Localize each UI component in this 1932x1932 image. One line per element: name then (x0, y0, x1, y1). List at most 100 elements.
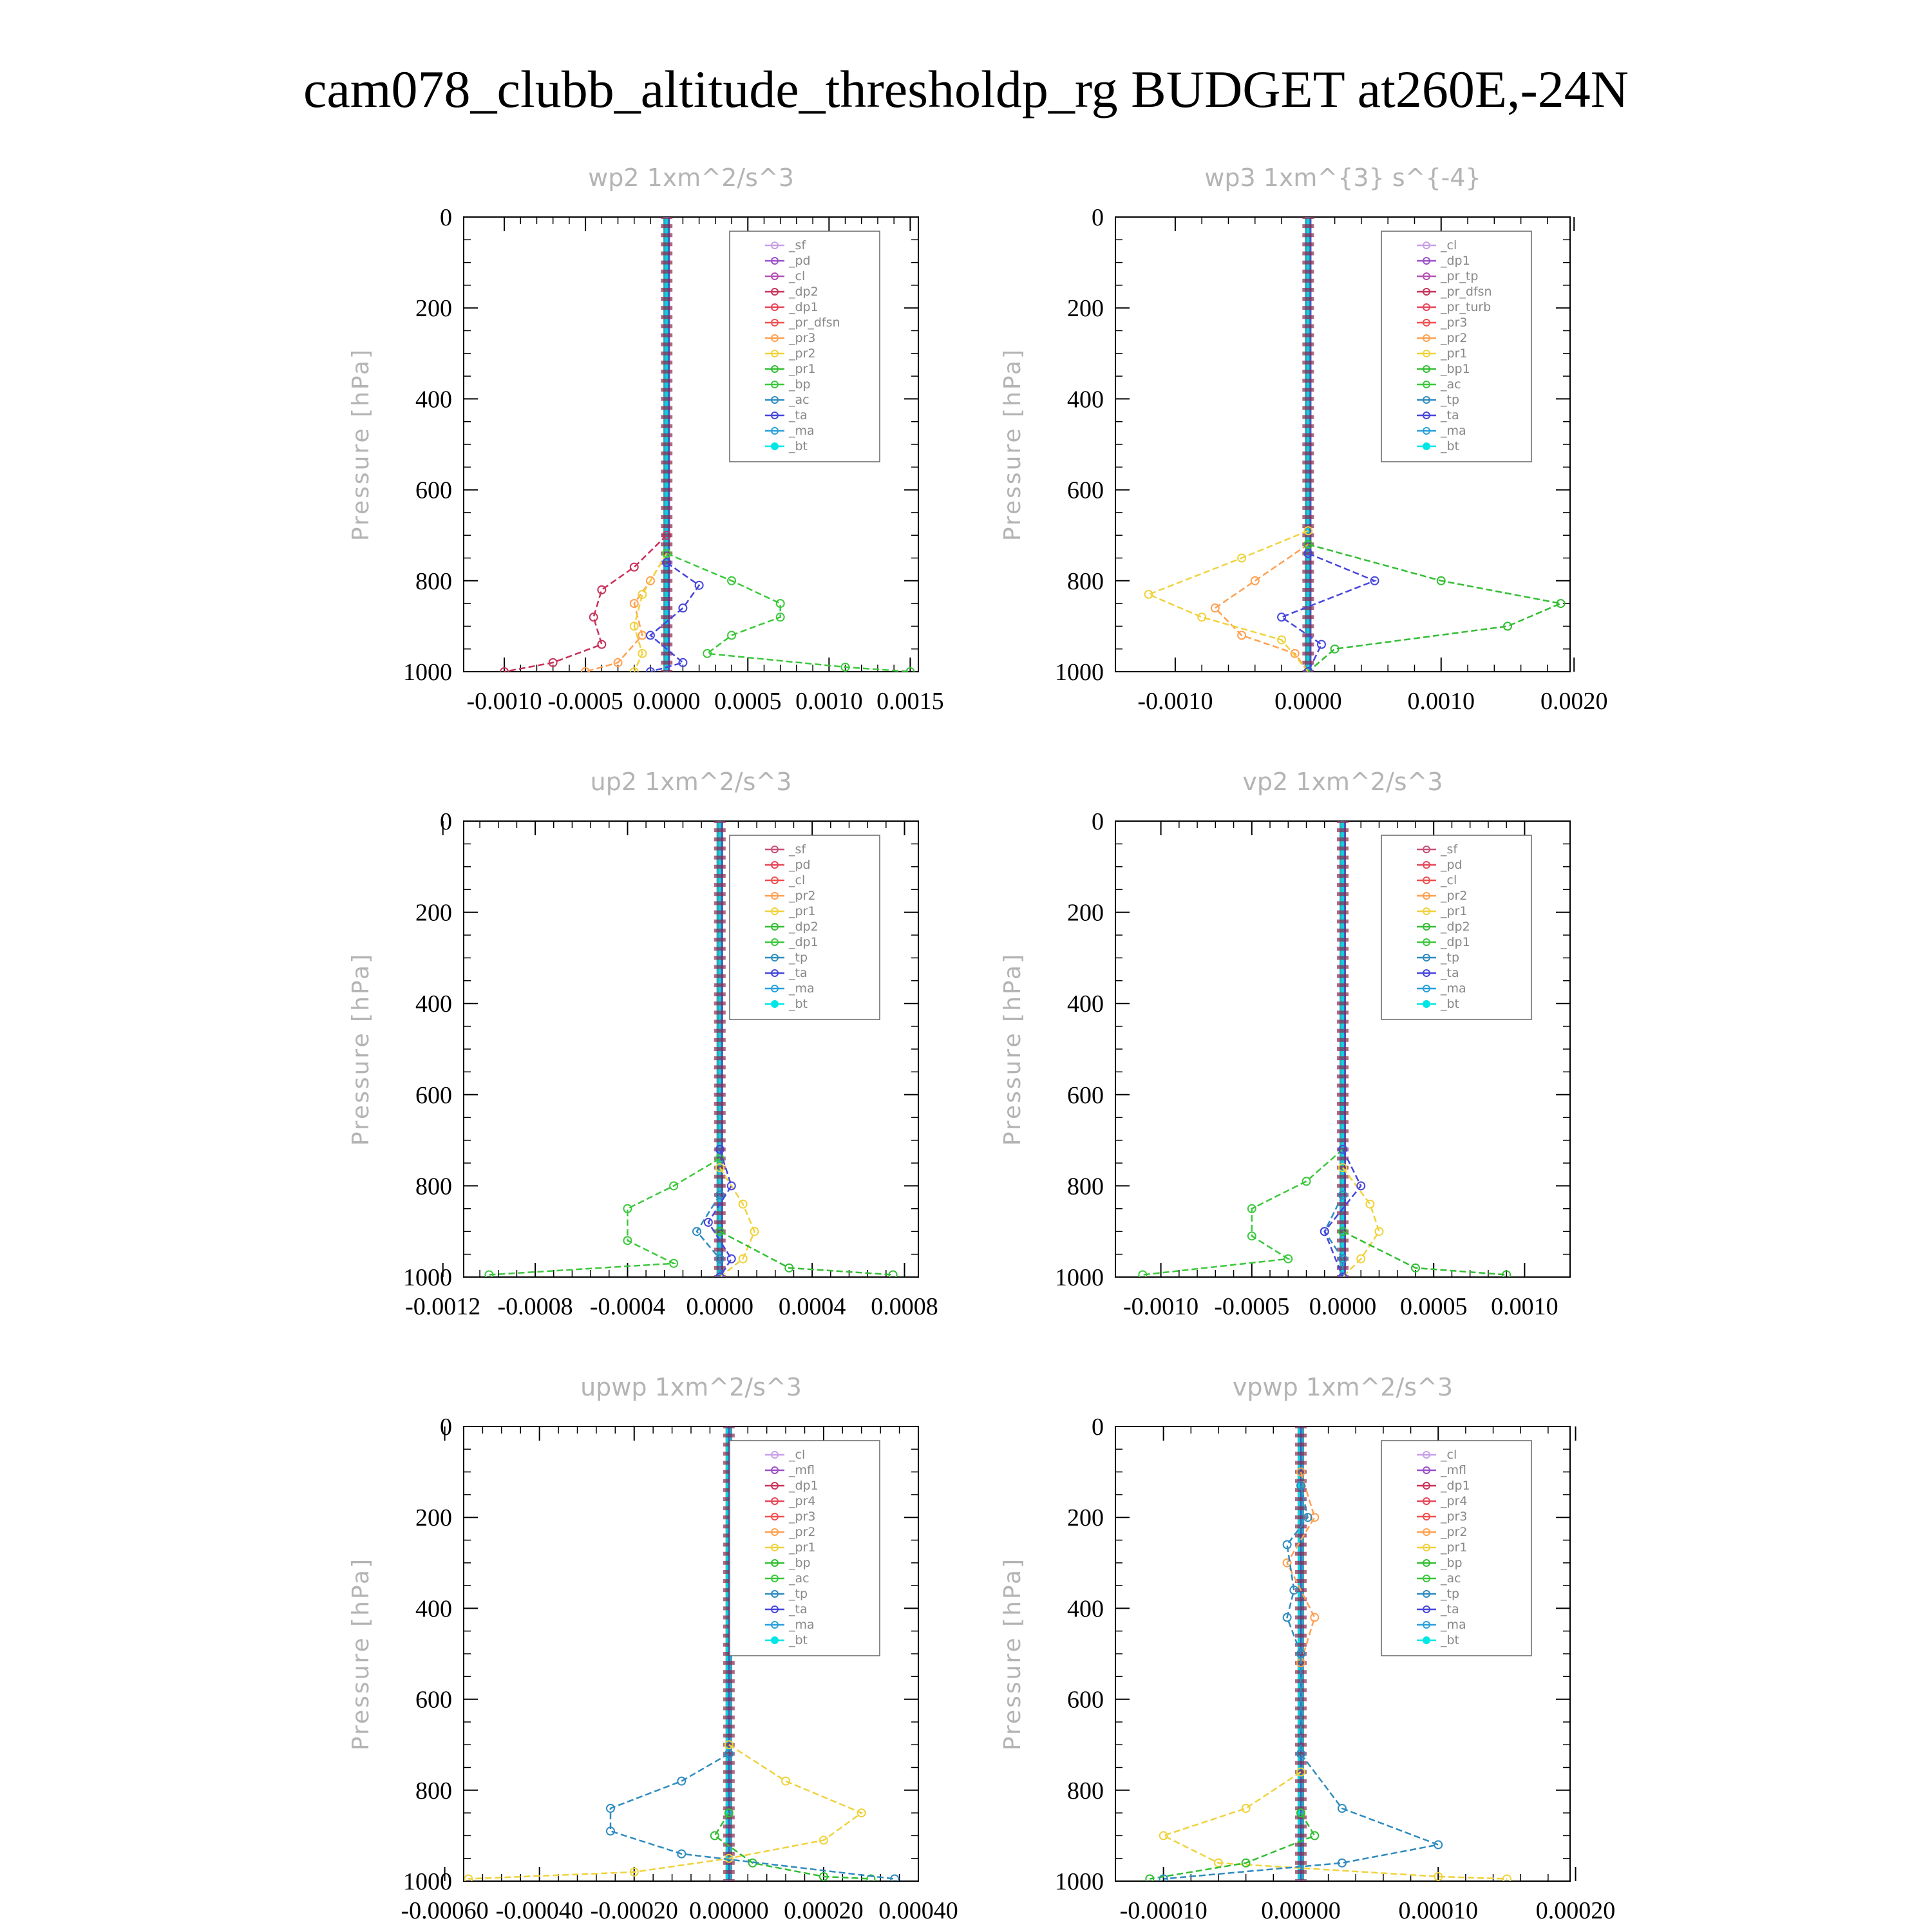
zero-bundle-marker (714, 1211, 726, 1215)
zero-bundle-marker (1302, 287, 1314, 292)
series-point (857, 1808, 866, 1818)
legend-label: _pr2 (1440, 889, 1467, 903)
zero-bundle-marker (661, 569, 673, 574)
legend-label: _ac (788, 393, 810, 407)
series-point (629, 599, 639, 609)
series-point (1210, 603, 1220, 613)
x-tick-label: -0.0010 (466, 688, 542, 715)
series-point (784, 1263, 794, 1273)
zero-bundle-marker (723, 1824, 735, 1829)
zero-bundle-marker (1294, 1879, 1307, 1881)
zero-bundle-marker (723, 1870, 735, 1874)
legend-label: _bp1 (1440, 362, 1470, 376)
series-point (677, 1776, 687, 1786)
legend-label: _ta (1440, 966, 1459, 980)
legend-marker (1423, 923, 1431, 931)
y-axis-label: Pressure [hPa] (999, 1557, 1026, 1750)
series-point (888, 1270, 898, 1277)
zero-bundle-marker (723, 1461, 735, 1465)
series-point (629, 1867, 639, 1877)
zero-bundle-marker (1337, 1092, 1349, 1097)
legend-marker (1423, 1590, 1431, 1598)
zero-bundle-marker (714, 1138, 726, 1142)
series-point (710, 1831, 719, 1841)
legend: _sf_pd_cl _pr2_pr1 _dp2_dp1 _tp_ta_ma_bt (729, 835, 880, 1020)
zero-bundle-marker (1302, 424, 1314, 428)
y-tick-label: 600 (415, 477, 452, 504)
legend-label: _sf (788, 238, 806, 252)
zero-bundle-marker (714, 983, 726, 987)
zero-bundle-marker (714, 956, 726, 960)
zero-bundle-marker (1294, 1551, 1307, 1556)
zero-bundle-marker (661, 587, 673, 592)
series-point (1434, 1871, 1443, 1881)
x-tick-label: -0.00040 (496, 1897, 583, 1924)
series-point (1436, 576, 1446, 585)
series-line (1342, 1231, 1507, 1276)
series-point (1338, 1227, 1347, 1236)
zero-bundle-marker (1302, 269, 1314, 274)
zero-bundle-marker (1294, 1633, 1307, 1638)
series-point (1282, 1558, 1292, 1567)
series-point (692, 1227, 701, 1236)
legend-marker (771, 1451, 779, 1459)
series-point (1502, 1874, 1511, 1881)
series-point (464, 1874, 473, 1881)
legend-marker (1423, 396, 1431, 404)
zero-bundle-marker (1302, 242, 1314, 247)
zero-bundle-marker (1294, 1761, 1307, 1765)
zero-bundle-marker (1337, 1120, 1349, 1124)
zero-bundle-marker (1294, 1461, 1307, 1465)
x-tick-label: -0.00020 (591, 1897, 678, 1924)
legend-label: _pd (788, 858, 811, 872)
legend-marker (1423, 1513, 1431, 1520)
legend: _cl_mfl _dp1_pr4 _pr3_pr2_pr1_bp_ac_tp_ta _… (1381, 1440, 1532, 1656)
legend-marker (1423, 350, 1431, 357)
zero-bundle-marker (1337, 883, 1349, 887)
zero-bundle-marker (723, 1697, 735, 1701)
zero-bundle-marker (661, 233, 673, 238)
zero-bundle-marker (723, 1770, 735, 1774)
zero-bundle-marker (1294, 1797, 1307, 1801)
series-point (638, 649, 647, 658)
x-tick-label: -0.0004 (590, 1293, 665, 1320)
zero-bundle-marker (723, 1488, 735, 1492)
legend-box (729, 1440, 880, 1656)
series-point (662, 531, 672, 540)
series-point (1365, 1199, 1375, 1209)
zero-bundle-marker (1294, 1606, 1307, 1611)
legend-marker (771, 1482, 779, 1490)
zero-bundle-marker (661, 278, 673, 283)
y-tick-label: 1000 (403, 1868, 452, 1895)
zero-bundle-marker (1302, 315, 1314, 319)
zero-bundle-marker (1337, 1065, 1349, 1070)
legend-marker (771, 412, 779, 419)
series-point (1250, 576, 1260, 585)
zero-bundle-marker (1337, 965, 1349, 969)
zero-bundle-marker (1337, 837, 1349, 842)
zero-bundle-marker (1294, 1560, 1307, 1565)
legend-marker (771, 1636, 779, 1644)
zero-bundle-marker (714, 864, 726, 869)
series-point (775, 612, 785, 622)
zero-bundle-marker (661, 351, 673, 355)
y-tick-label: 400 (415, 1595, 452, 1622)
legend-marker (771, 1544, 779, 1551)
legend-label: _pr2 (1440, 1525, 1467, 1539)
legend-marker (771, 923, 779, 931)
legend-marker (771, 1497, 779, 1505)
y-tick-label: 400 (1067, 386, 1104, 413)
series-point (1302, 1177, 1311, 1186)
y-tick-label: 600 (1067, 1082, 1104, 1109)
series-point (1338, 1144, 1347, 1154)
legend-label: _ac (1440, 377, 1461, 392)
zero-bundle-marker (661, 342, 673, 346)
zero-bundle-marker (1302, 597, 1314, 601)
zero-bundle-marker (1337, 828, 1349, 833)
series-point (1556, 599, 1566, 609)
series-line (666, 553, 911, 672)
zero-bundle-marker (1302, 451, 1314, 456)
y-tick-label: 800 (1067, 568, 1104, 595)
legend-marker (1423, 365, 1431, 373)
series-point (629, 621, 639, 631)
